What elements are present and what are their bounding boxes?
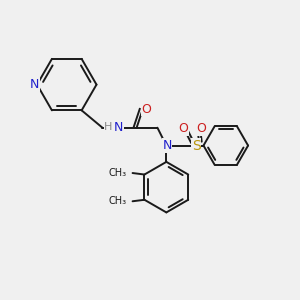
Text: O: O — [178, 122, 188, 135]
Text: N: N — [30, 78, 39, 91]
Text: H: H — [104, 122, 112, 132]
Text: N: N — [162, 139, 172, 152]
Text: O: O — [196, 122, 206, 135]
Text: CH₃: CH₃ — [109, 196, 127, 206]
Text: S: S — [192, 139, 200, 152]
Text: CH₃: CH₃ — [109, 168, 127, 178]
Text: O: O — [141, 103, 151, 116]
Text: N: N — [114, 121, 124, 134]
